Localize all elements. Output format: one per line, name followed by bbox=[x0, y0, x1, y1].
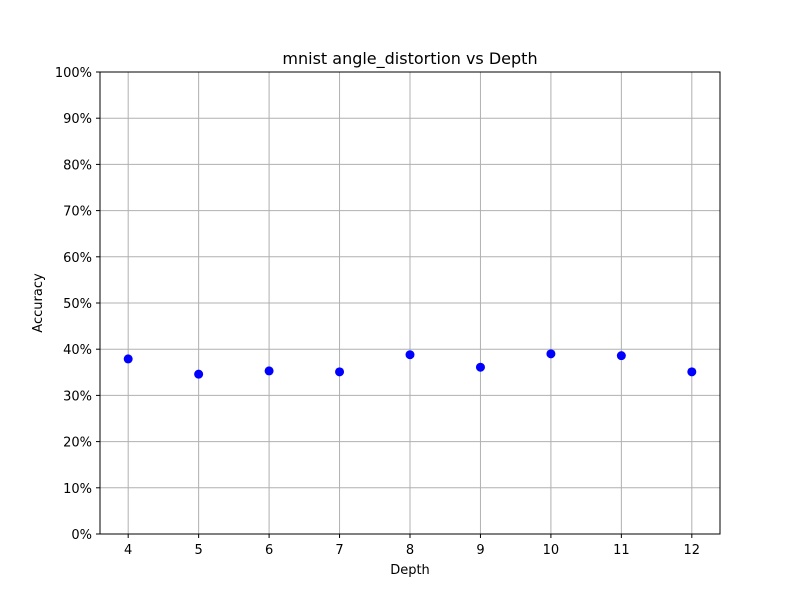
y-tick-label: 100% bbox=[55, 66, 92, 81]
data-point bbox=[194, 369, 204, 379]
y-tick-label: 60% bbox=[63, 251, 92, 266]
chart-title: mnist angle_distortion vs Depth bbox=[282, 49, 537, 69]
grid-lines bbox=[100, 71, 720, 535]
x-tick-label: 11 bbox=[613, 543, 630, 558]
x-tick-label: 4 bbox=[124, 543, 132, 558]
data-point bbox=[475, 362, 485, 372]
y-tick-label: 80% bbox=[63, 158, 92, 173]
y-tick-label: 30% bbox=[63, 389, 92, 404]
x-tick-label: 6 bbox=[265, 543, 273, 558]
y-tick-label: 50% bbox=[63, 297, 92, 312]
data-point bbox=[405, 350, 415, 360]
y-tick-label: 90% bbox=[63, 112, 92, 127]
y-tick-label: 10% bbox=[63, 482, 92, 497]
y-tick-label: 40% bbox=[63, 343, 92, 358]
x-tick-label: 7 bbox=[335, 543, 343, 558]
y-axis-label: Accuracy bbox=[31, 273, 46, 333]
data-point bbox=[335, 367, 345, 377]
x-axis-label: Depth bbox=[390, 563, 430, 578]
x-tick-label: 8 bbox=[406, 543, 414, 558]
data-point bbox=[616, 351, 626, 361]
x-tick-label: 5 bbox=[194, 543, 202, 558]
x-tick-label: 12 bbox=[684, 543, 701, 558]
x-axis-ticks: 4 5 6 7 8 9 10 11 12 bbox=[124, 534, 700, 558]
data-point bbox=[687, 367, 697, 377]
data-points bbox=[123, 349, 697, 379]
y-axis-ticks: 0% 10% 20% 30% 40% 50% 60% 70% 80% 90% 100% bbox=[55, 66, 100, 543]
data-point bbox=[123, 354, 133, 364]
y-tick-label: 0% bbox=[71, 528, 92, 543]
y-tick-label: 20% bbox=[63, 436, 92, 451]
x-tick-label: 9 bbox=[476, 543, 484, 558]
y-tick-label: 70% bbox=[63, 205, 92, 220]
data-point bbox=[546, 349, 556, 359]
x-tick-label: 10 bbox=[543, 543, 560, 558]
data-point bbox=[264, 366, 274, 376]
